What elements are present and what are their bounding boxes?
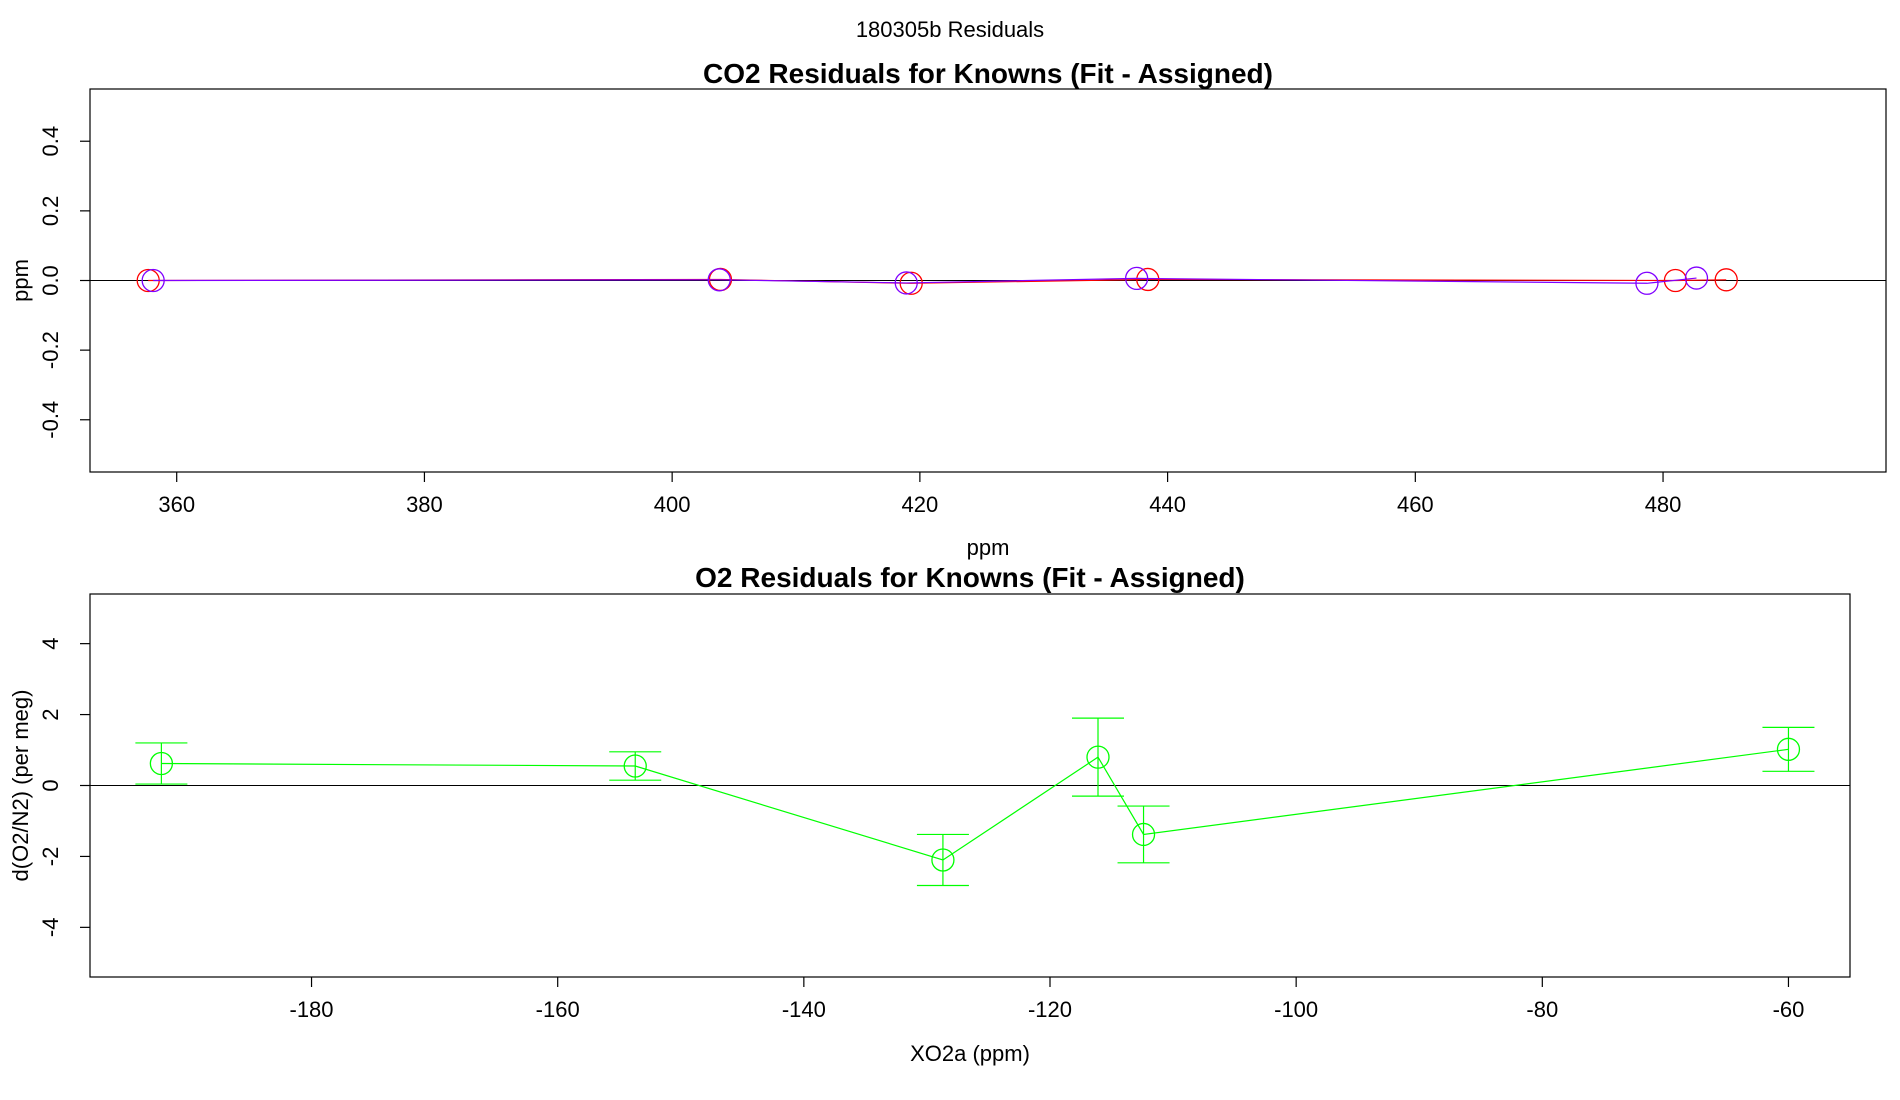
co2-x-tick-label: 380 bbox=[406, 492, 443, 517]
o2-y-axis-label: d(O2/N2) (per meg) bbox=[8, 690, 33, 882]
figure-title: 180305b Residuals bbox=[856, 17, 1044, 42]
o2-series-0-line bbox=[161, 748, 1789, 861]
o2-error-bar bbox=[1117, 805, 1170, 864]
co2-data-point bbox=[1684, 266, 1709, 290]
o2-y-tick-label: 4 bbox=[38, 638, 63, 650]
o2-x-tick-label: -140 bbox=[782, 997, 826, 1022]
co2-data-point bbox=[1136, 267, 1160, 292]
co2-panel-title: CO2 Residuals for Knowns (Fit - Assigned… bbox=[703, 58, 1273, 89]
o2-x-axis-label: XO2a (ppm) bbox=[910, 1041, 1030, 1066]
co2-data-point bbox=[141, 268, 165, 293]
co2-x-axis-label: ppm bbox=[967, 535, 1010, 560]
o2-data-point bbox=[1131, 822, 1156, 847]
co2-data-point bbox=[1663, 268, 1688, 293]
o2-data-point bbox=[623, 754, 647, 778]
co2-x-tick-label: 440 bbox=[1149, 492, 1186, 517]
o2-data-point bbox=[1086, 745, 1110, 769]
co2-data-point bbox=[1124, 266, 1149, 291]
o2-x-tick-label: -120 bbox=[1028, 997, 1072, 1022]
co2-residuals-panel: CO2 Residuals for Knowns (Fit - Assigned… bbox=[8, 58, 1887, 560]
o2-error-bar bbox=[1762, 726, 1815, 772]
o2-y-tick-label: -4 bbox=[38, 918, 63, 938]
o2-data-point bbox=[149, 751, 174, 776]
o2-residuals-panel: O2 Residuals for Knowns (Fit - Assigned)… bbox=[8, 562, 1851, 1066]
co2-y-tick-label: 0.2 bbox=[38, 196, 63, 227]
o2-panel-title: O2 Residuals for Knowns (Fit - Assigned) bbox=[695, 562, 1245, 593]
co2-data-point bbox=[707, 268, 731, 292]
co2-x-tick-label: 420 bbox=[902, 492, 939, 517]
co2-data-point bbox=[1635, 271, 1659, 295]
o2-x-tick-label: -80 bbox=[1526, 997, 1558, 1022]
co2-series-1-line bbox=[153, 277, 1697, 284]
o2-error-bar bbox=[135, 742, 188, 785]
co2-x-tick-label: 360 bbox=[158, 492, 195, 517]
co2-x-tick-label: 460 bbox=[1397, 492, 1434, 517]
o2-y-tick-label: -2 bbox=[38, 847, 63, 867]
co2-y-tick-label: 0.4 bbox=[38, 126, 63, 157]
o2-y-tick-label: 2 bbox=[38, 708, 63, 720]
o2-x-tick-label: -60 bbox=[1773, 997, 1805, 1022]
co2-y-tick-label: -0.4 bbox=[38, 401, 63, 439]
co2-y-axis-label: ppm bbox=[8, 259, 33, 302]
o2-data-point bbox=[1776, 737, 1801, 761]
co2-x-tick-label: 400 bbox=[654, 492, 691, 517]
o2-x-tick-label: -160 bbox=[536, 997, 580, 1022]
co2-x-tick-label: 480 bbox=[1645, 492, 1682, 517]
co2-data-point bbox=[894, 271, 918, 295]
o2-x-tick-label: -100 bbox=[1274, 997, 1318, 1022]
o2-error-bar bbox=[609, 751, 662, 781]
o2-error-bar bbox=[916, 833, 969, 887]
co2-y-tick-label: 0.0 bbox=[38, 265, 63, 296]
o2-error-bar bbox=[1072, 717, 1124, 797]
o2-y-tick-label: 0 bbox=[38, 779, 63, 791]
co2-data-point bbox=[1714, 268, 1738, 292]
o2-x-tick-label: -180 bbox=[290, 997, 334, 1022]
co2-y-tick-label: -0.2 bbox=[38, 331, 63, 369]
o2-data-point bbox=[931, 848, 955, 872]
